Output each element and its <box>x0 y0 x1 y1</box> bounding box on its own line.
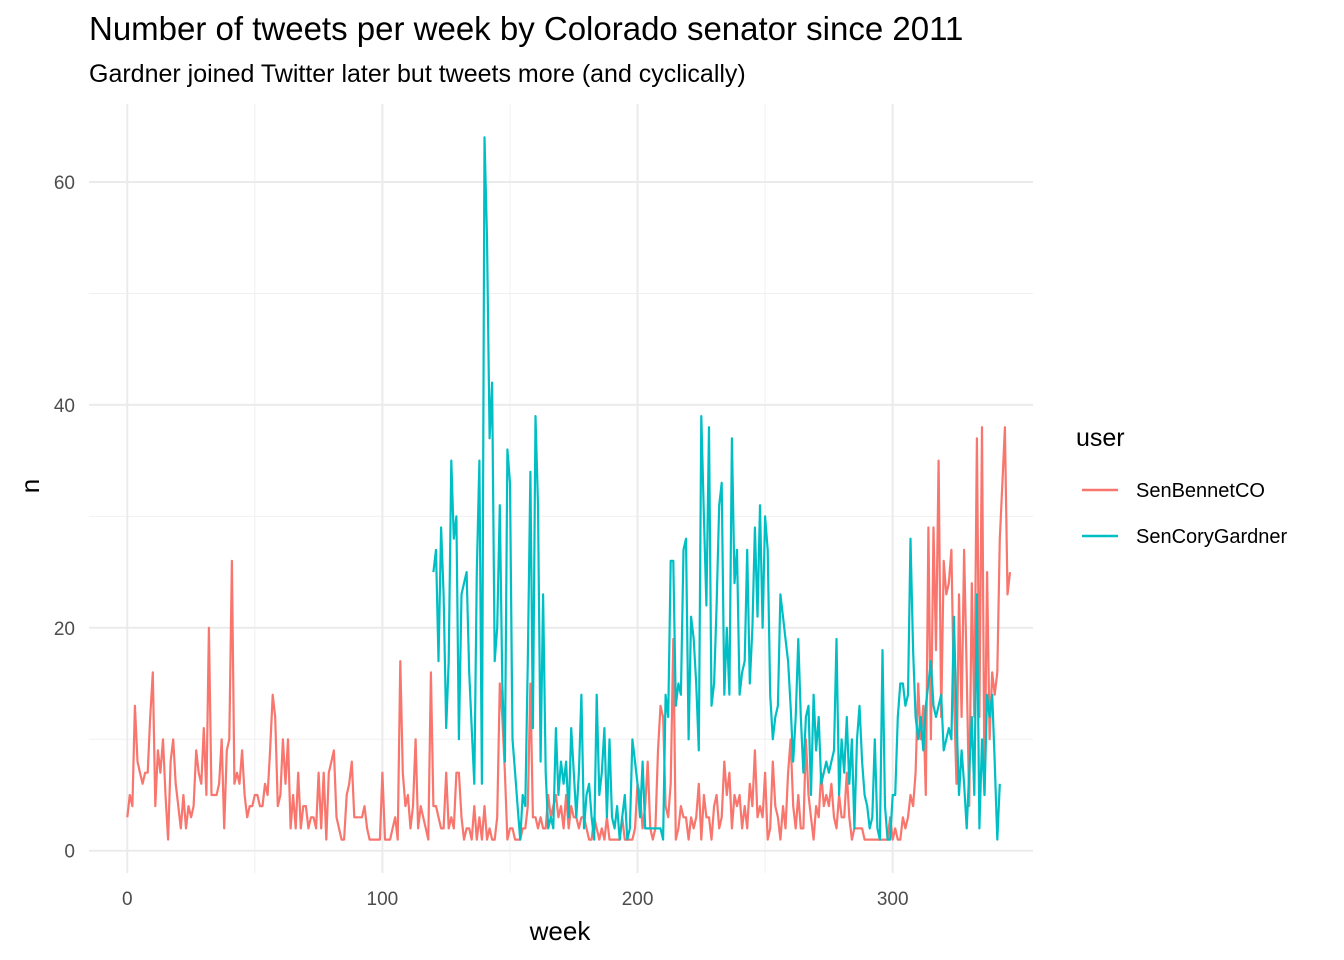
minor-gridlines <box>89 104 1033 873</box>
y-axis-title: n <box>15 479 45 493</box>
x-tick-label: 0 <box>122 889 133 910</box>
x-axis-ticks: 0 100 200 300 <box>122 889 909 910</box>
x-tick-label: 100 <box>367 889 399 910</box>
x-tick-label: 300 <box>877 889 909 910</box>
x-tick-label: 200 <box>622 889 654 910</box>
y-tick-label: 40 <box>54 396 75 417</box>
major-gridlines <box>89 104 1033 873</box>
y-tick-label: 20 <box>54 619 75 640</box>
legend-label-SenCoryGardner: SenCoryGardner <box>1136 526 1288 548</box>
series-lines <box>127 137 1010 839</box>
y-tick-label: 60 <box>54 173 75 194</box>
y-axis-ticks: 0 20 40 60 <box>54 173 75 863</box>
x-axis-title: week <box>529 916 592 946</box>
series-line-SenBennetCO <box>127 427 1010 839</box>
y-tick-label: 0 <box>64 842 75 863</box>
series-line-SenCoryGardner <box>433 137 999 839</box>
legend: user SenBennetCO SenCoryGardner <box>1076 424 1288 548</box>
legend-title: user <box>1076 424 1125 452</box>
legend-label-SenBennetCO: SenBennetCO <box>1136 480 1265 502</box>
